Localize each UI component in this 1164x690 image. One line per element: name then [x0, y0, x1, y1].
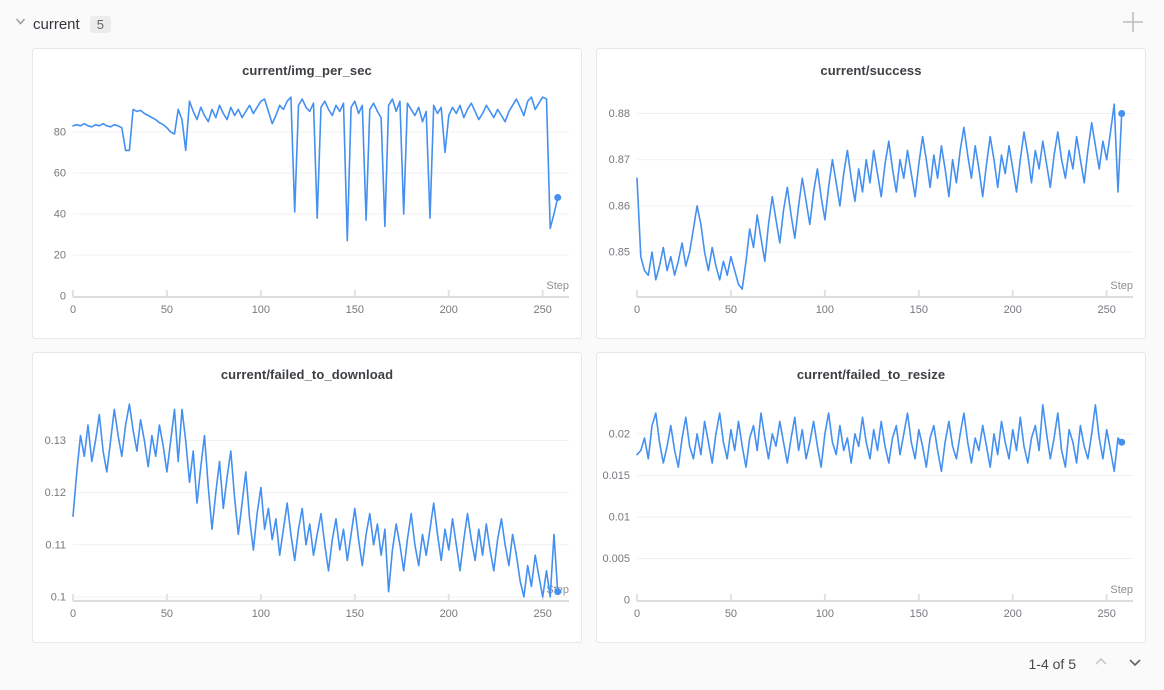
section-collapse-button[interactable]: [14, 15, 27, 33]
pagination-label: 1-4 of 5: [1028, 656, 1076, 672]
svg-text:0.13: 0.13: [45, 435, 66, 447]
svg-text:0.1: 0.1: [51, 591, 66, 603]
svg-text:0.12: 0.12: [45, 487, 66, 499]
chart-title: current/img_per_sec: [242, 63, 372, 78]
svg-text:Step: Step: [546, 280, 569, 292]
svg-text:150: 150: [346, 304, 364, 316]
svg-text:150: 150: [346, 608, 364, 620]
svg-text:50: 50: [161, 608, 173, 620]
panel-pagination: 1-4 of 5: [0, 655, 1144, 673]
pagination-next-button[interactable]: [1126, 655, 1144, 673]
chevron-up-icon: [1094, 655, 1108, 673]
svg-text:0.11: 0.11: [45, 539, 66, 551]
svg-text:0: 0: [634, 304, 640, 316]
add-panel-button[interactable]: [1118, 9, 1148, 39]
svg-text:200: 200: [1004, 608, 1022, 620]
chart-title: current/success: [820, 63, 922, 78]
panel-count-badge: 5: [89, 15, 111, 33]
chart-panel-failed-to-download[interactable]: current/failed_to_download 0.1 0.11 0.12 0.…: [32, 352, 582, 643]
svg-text:200: 200: [440, 608, 458, 620]
svg-text:Step: Step: [1110, 280, 1133, 292]
line-chart-failed-to-download[interactable]: 0.10.110.120.13050100150200250Step: [33, 386, 581, 638]
svg-text:0: 0: [70, 304, 76, 316]
svg-text:20: 20: [54, 249, 66, 261]
svg-text:50: 50: [161, 304, 173, 316]
section-title: current: [33, 15, 80, 33]
svg-text:0.86: 0.86: [609, 200, 630, 212]
line-chart-failed-to-resize[interactable]: 0 0.005 0.01 0.015 0.02 0 50 100 150 200 250 Step: [597, 386, 1145, 638]
svg-text:50: 50: [725, 304, 737, 316]
svg-text:50: 50: [725, 608, 737, 620]
svg-text:0.85: 0.85: [609, 247, 630, 259]
svg-text:0: 0: [60, 291, 66, 303]
svg-text:250: 250: [1098, 304, 1116, 316]
chart-panel-img-per-sec[interactable]: current/img_per_sec 0 20 40 60 80 0 50 100 150 20…: [32, 48, 582, 339]
svg-text:0: 0: [624, 595, 630, 607]
svg-text:Step: Step: [1110, 584, 1133, 596]
line-chart-success[interactable]: 0.85 0.86 0.87 0.88 0 50 100 150 200 250 Step: [597, 82, 1145, 334]
chevron-down-icon: [1128, 655, 1142, 673]
svg-text:0.015: 0.015: [602, 470, 630, 482]
svg-text:80: 80: [54, 126, 66, 138]
svg-text:250: 250: [534, 608, 552, 620]
svg-text:200: 200: [440, 304, 458, 316]
svg-text:250: 250: [1098, 608, 1116, 620]
panel-grid: current/img_per_sec 0 20 40 60 80 0 50 100 150 20…: [32, 48, 1146, 643]
chart-panel-success[interactable]: current/success 0.85 0.86 0.87 0.88 0 50 100 15…: [596, 48, 1146, 339]
svg-text:0: 0: [634, 608, 640, 620]
svg-text:100: 100: [252, 608, 270, 620]
chart-title: current/failed_to_download: [220, 367, 394, 382]
svg-text:60: 60: [54, 167, 66, 179]
svg-text:150: 150: [910, 608, 928, 620]
svg-text:100: 100: [816, 608, 834, 620]
section-header: current 5: [0, 0, 1164, 48]
chart-panel-failed-to-resize[interactable]: current/failed_to_resize 0 0.005 0.01 0.015…: [596, 352, 1146, 643]
svg-text:0.005: 0.005: [602, 553, 630, 565]
line-chart-img-per-sec[interactable]: 0 20 40 60 80 0 50 100 150 200 250 Step: [33, 82, 581, 334]
svg-text:100: 100: [252, 304, 270, 316]
svg-text:0.02: 0.02: [609, 428, 630, 440]
svg-text:0.87: 0.87: [609, 154, 630, 166]
svg-text:0.88: 0.88: [609, 108, 630, 120]
chart-title: current/failed_to_resize: [796, 367, 946, 382]
chevron-down-icon: [14, 15, 27, 33]
svg-text:0.01: 0.01: [609, 511, 630, 523]
plus-icon: [1120, 9, 1146, 40]
svg-text:100: 100: [816, 304, 834, 316]
svg-text:40: 40: [54, 208, 66, 220]
pagination-prev-button[interactable]: [1092, 655, 1110, 673]
svg-text:0: 0: [70, 608, 76, 620]
svg-text:250: 250: [534, 304, 552, 316]
svg-text:150: 150: [910, 304, 928, 316]
svg-text:200: 200: [1004, 304, 1022, 316]
